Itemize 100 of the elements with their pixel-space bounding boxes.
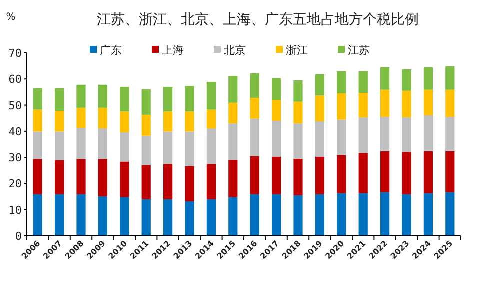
bar [206, 82, 216, 110]
y-tick-label: 30 [8, 152, 22, 165]
legend-label: 浙江 [286, 44, 308, 57]
legend-label: 北京 [224, 44, 246, 57]
bar [315, 156, 325, 194]
bar [337, 193, 346, 236]
bar [33, 159, 42, 194]
y-tick-label: 10 [8, 204, 22, 217]
bar [120, 162, 130, 198]
bar [315, 74, 325, 96]
y-tick-label: 0 [15, 230, 22, 243]
bar [33, 88, 42, 110]
bar [98, 159, 108, 197]
y-axis-title: % [6, 12, 16, 23]
bar [358, 153, 368, 194]
bar [402, 69, 412, 91]
bar [163, 86, 173, 112]
bar [120, 112, 130, 132]
bar [446, 192, 455, 236]
bar [142, 136, 151, 166]
bar [380, 90, 390, 118]
bar [446, 90, 455, 118]
bar [424, 115, 434, 152]
bar [424, 193, 434, 236]
bar [206, 128, 216, 164]
bar [185, 201, 194, 236]
bar [185, 166, 194, 202]
bar [424, 90, 434, 116]
y-tick-label: 40 [8, 125, 22, 138]
bar [402, 152, 412, 194]
bar [98, 128, 108, 160]
bar [185, 132, 194, 166]
bar [250, 73, 260, 98]
bar [380, 192, 390, 236]
bar [337, 94, 346, 120]
bar [294, 195, 303, 236]
bar [76, 194, 86, 236]
bar [402, 194, 412, 236]
bar [142, 165, 151, 200]
bar [185, 112, 194, 132]
bar [272, 120, 282, 157]
legend-label: 广东 [100, 44, 122, 57]
bar [228, 197, 238, 236]
bar [250, 156, 260, 194]
bar [402, 118, 412, 152]
bar [358, 71, 368, 93]
bar [337, 71, 346, 94]
bar [446, 117, 455, 152]
bar [120, 197, 130, 236]
bar [272, 194, 282, 236]
bar [54, 160, 64, 194]
bar [446, 66, 455, 90]
bar [358, 118, 368, 154]
bar [228, 102, 238, 124]
bar [250, 118, 260, 156]
bar [228, 76, 238, 103]
bar [33, 132, 42, 160]
bar [294, 80, 303, 102]
bar [446, 151, 455, 192]
bar [424, 67, 434, 90]
bar [98, 108, 108, 129]
bar [206, 199, 216, 236]
bar [294, 124, 303, 159]
bar [228, 124, 238, 160]
bar [54, 194, 64, 236]
chart-title: 江苏、浙江、北京、上海、广东五地占地方个税比例 [97, 12, 419, 28]
bar [98, 196, 108, 236]
bar [337, 155, 346, 194]
bar [76, 128, 86, 160]
bar [380, 117, 390, 152]
legend-label: 江苏 [348, 44, 370, 57]
bar [228, 160, 238, 198]
bar [272, 156, 282, 194]
bar [76, 159, 86, 194]
bar [142, 114, 151, 136]
bar [250, 98, 260, 119]
bar [33, 194, 42, 236]
bar [315, 121, 325, 157]
bar [33, 110, 42, 132]
bar [206, 164, 216, 200]
bar [337, 120, 346, 156]
bar [163, 132, 173, 164]
legend-label: 上海 [162, 44, 184, 57]
bar [250, 194, 260, 236]
bar [358, 193, 368, 236]
bar [142, 89, 151, 115]
bar [315, 194, 325, 236]
y-tick-label: 70 [8, 47, 22, 60]
bar [315, 96, 325, 122]
bar [163, 199, 173, 236]
bar [380, 151, 390, 192]
bar [54, 111, 64, 132]
bar [120, 132, 130, 162]
bar [294, 102, 303, 124]
bar [206, 110, 216, 129]
bar [54, 88, 64, 112]
bar [380, 67, 390, 90]
bar [272, 100, 282, 121]
bar [294, 158, 303, 196]
y-tick-label: 50 [8, 99, 22, 112]
